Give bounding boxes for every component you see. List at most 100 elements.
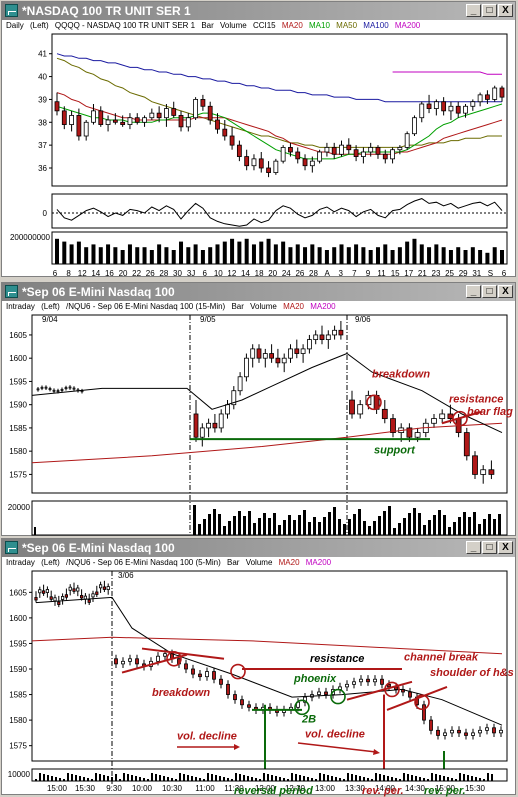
- prevday-candle: [38, 589, 42, 594]
- volume-panel-frame: [51, 231, 508, 265]
- volume-bar: [191, 776, 193, 781]
- today-candle: [464, 732, 468, 736]
- x-tick-label: 12: [78, 269, 87, 278]
- volume-bar: [237, 241, 242, 264]
- volume-bar: [291, 773, 293, 781]
- window-title-bar[interactable]: *Sep 06 E-Mini Nasdaq 100 _ □ X: [2, 283, 515, 301]
- header-ma10: MA10: [309, 21, 330, 30]
- volume-bar: [278, 525, 281, 535]
- day2-candle: [262, 353, 268, 359]
- close-button[interactable]: X: [498, 4, 513, 17]
- day2-candle: [275, 357, 281, 364]
- x-tick-label: 17: [404, 269, 413, 278]
- x-tick-label: A: [324, 269, 330, 278]
- day2-candle: [313, 334, 319, 340]
- ma20-line: [31, 352, 503, 434]
- volume-bar: [167, 777, 169, 781]
- volume-bar: [427, 779, 429, 781]
- volume-bar: [470, 247, 475, 264]
- volume-bar: [403, 518, 406, 535]
- minimize-button[interactable]: _: [466, 285, 481, 298]
- daily-candle: [309, 160, 315, 167]
- maximize-button[interactable]: □: [482, 4, 497, 17]
- day3-candle: [414, 432, 421, 438]
- today-candle: [352, 681, 356, 685]
- maximize-button[interactable]: □: [482, 541, 497, 554]
- day2-candle: [325, 334, 331, 340]
- volume-bar: [62, 241, 67, 264]
- close-button[interactable]: X: [498, 541, 513, 554]
- volume-bar: [200, 250, 205, 264]
- annotation-bear-flag: bear flag: [467, 406, 513, 418]
- window-title-bar[interactable]: *Sep 06 E-Mini Nasdaq 100 _ □ X: [2, 539, 515, 557]
- annotation-breakdown: breakdown: [372, 369, 430, 381]
- window-title-bar[interactable]: *NASDAQ 100 TR UNIT SER 1 _ □ X: [2, 2, 515, 20]
- volume-bar: [467, 775, 469, 781]
- daily-candle: [339, 144, 344, 155]
- volume-bar: [339, 778, 341, 781]
- today-candle: [359, 678, 363, 683]
- volume-scale-label: 200000000: [10, 233, 51, 242]
- volume-bar: [171, 250, 176, 264]
- volume-bar: [471, 776, 473, 781]
- chart-app-icon: [5, 541, 18, 554]
- daily-candle: [266, 167, 271, 173]
- volume-bar: [307, 777, 309, 781]
- volume-bar: [383, 511, 386, 535]
- volume-bar: [223, 526, 226, 535]
- cci-line: [56, 198, 503, 227]
- maximize-button[interactable]: □: [482, 285, 497, 298]
- volume-bar: [313, 517, 316, 535]
- prevday-candle: [68, 586, 72, 591]
- daily-candle: [404, 133, 410, 148]
- header-cci: CCI15: [252, 21, 276, 30]
- header-ma50: MA50: [336, 21, 358, 30]
- volume-bar: [55, 777, 57, 781]
- prevday-candle: [72, 588, 76, 592]
- resistance-line: [441, 410, 483, 425]
- volume-bar: [248, 511, 251, 535]
- header-scale: (Left): [41, 558, 60, 567]
- day1-candle: [56, 390, 60, 393]
- header-ma100: MA100: [363, 21, 389, 30]
- prevday-candle: [61, 596, 65, 600]
- volume-bar: [479, 778, 481, 781]
- y-tick-label: 1600: [9, 354, 27, 363]
- y-tick-label: 38: [38, 118, 47, 127]
- annotation-channel-break: channel break: [404, 651, 479, 663]
- volume-bar: [91, 244, 96, 264]
- minimize-button[interactable]: _: [466, 4, 481, 17]
- volume-bar: [324, 250, 329, 264]
- today-candle: [163, 653, 167, 657]
- volume-bar: [488, 514, 491, 535]
- volume-bar: [75, 775, 77, 781]
- prevday-candle: [106, 586, 110, 591]
- volume-bar: [149, 250, 154, 264]
- day2-candle: [206, 422, 212, 429]
- volume-bar: [35, 779, 37, 781]
- window-title: *Sep 06 E-Mini Nasdaq 100: [22, 285, 175, 299]
- volume-bar: [413, 508, 416, 535]
- x-tick-label: 15:30: [75, 784, 96, 793]
- volume-bar: [266, 238, 271, 264]
- minimize-button[interactable]: _: [466, 541, 481, 554]
- volume-bar: [235, 773, 237, 781]
- y-tick-label: 1590: [9, 401, 27, 410]
- volume-bar: [67, 773, 69, 781]
- x-tick-label: 13:00: [315, 784, 336, 793]
- chart-header: Intraday (Left) /NQU6 - Sep 06 E-Mini Na…: [6, 302, 340, 311]
- close-button[interactable]: X: [498, 285, 513, 298]
- volume-bar: [143, 778, 145, 781]
- volume-bar: [147, 779, 149, 781]
- volume-bar: [171, 778, 173, 781]
- volume-bar: [351, 774, 353, 781]
- x-tick-label: 23: [432, 269, 441, 278]
- volume-bar: [139, 777, 141, 781]
- volume-bar: [223, 777, 225, 781]
- daily-candle: [61, 110, 67, 125]
- volume-bar: [423, 778, 425, 781]
- cci-panel-frame: [51, 193, 508, 229]
- volume-bar: [231, 779, 233, 781]
- x-tick-label: 11:30: [224, 784, 244, 793]
